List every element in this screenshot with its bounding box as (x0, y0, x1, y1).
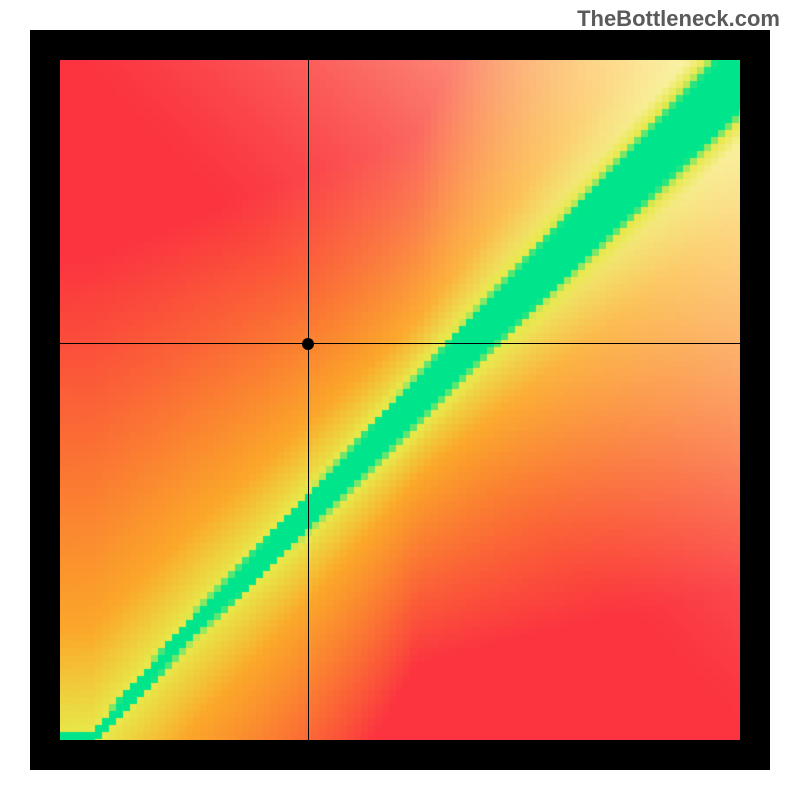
crosshair-vertical (308, 60, 309, 740)
crosshair-horizontal (60, 343, 740, 344)
chart-frame (30, 30, 770, 770)
attribution-text: TheBottleneck.com (577, 6, 780, 32)
bottleneck-heatmap (60, 60, 740, 740)
crosshair-point (302, 338, 314, 350)
